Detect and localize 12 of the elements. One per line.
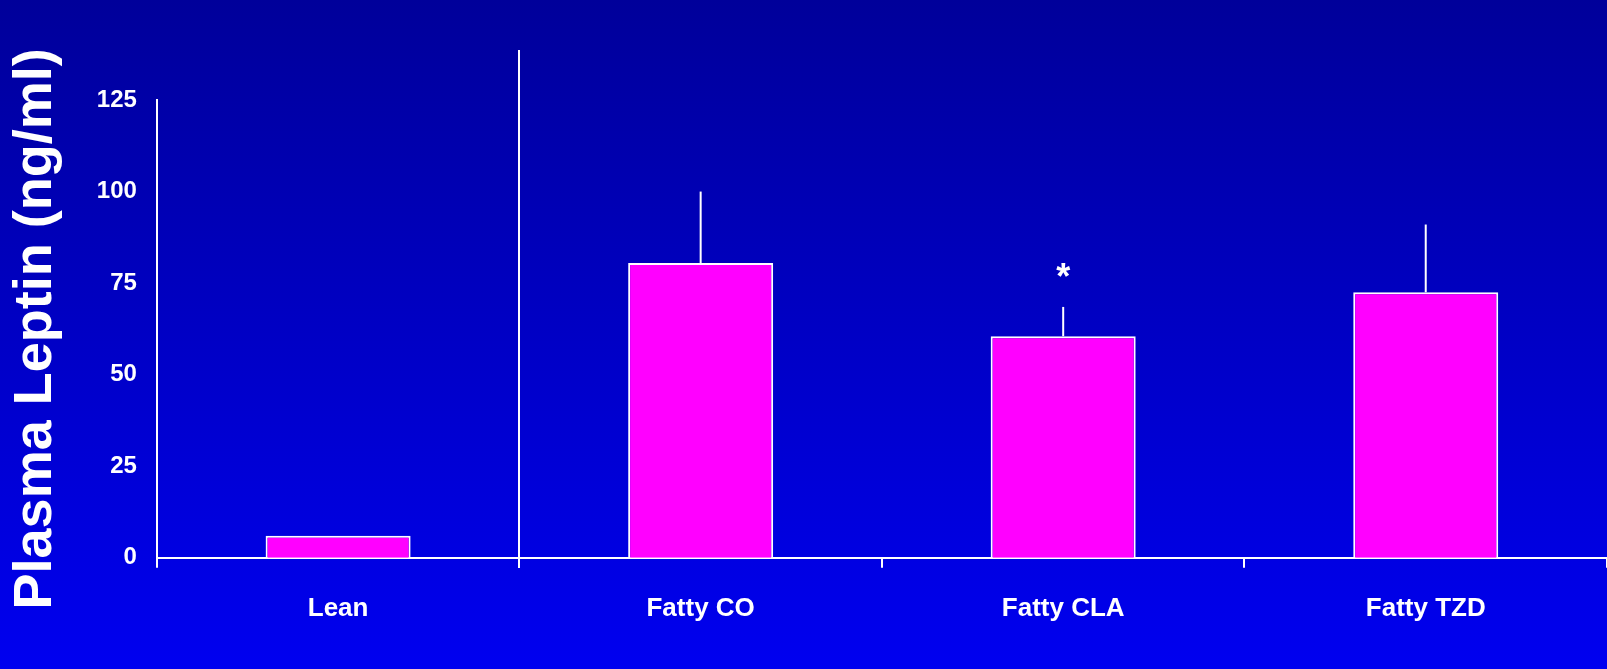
y-tick-label: 25 — [110, 450, 137, 478]
x-tick-label: Fatty TZD — [1365, 591, 1486, 622]
y-tick-label: 125 — [96, 84, 137, 112]
y-tick-label: 100 — [96, 176, 137, 204]
y-axis-title: Plasma Leptin (ng/ml) — [2, 48, 63, 610]
y-tick-label: 0 — [123, 542, 137, 570]
y-tick-label: 75 — [110, 267, 137, 295]
x-tick-label: Fatty CLA — [1001, 591, 1125, 622]
x-tick-label: Fatty CO — [646, 591, 755, 622]
x-tick-label: Lean — [307, 591, 369, 622]
y-tick-label: 50 — [110, 359, 137, 387]
annotation: * — [1056, 255, 1071, 297]
